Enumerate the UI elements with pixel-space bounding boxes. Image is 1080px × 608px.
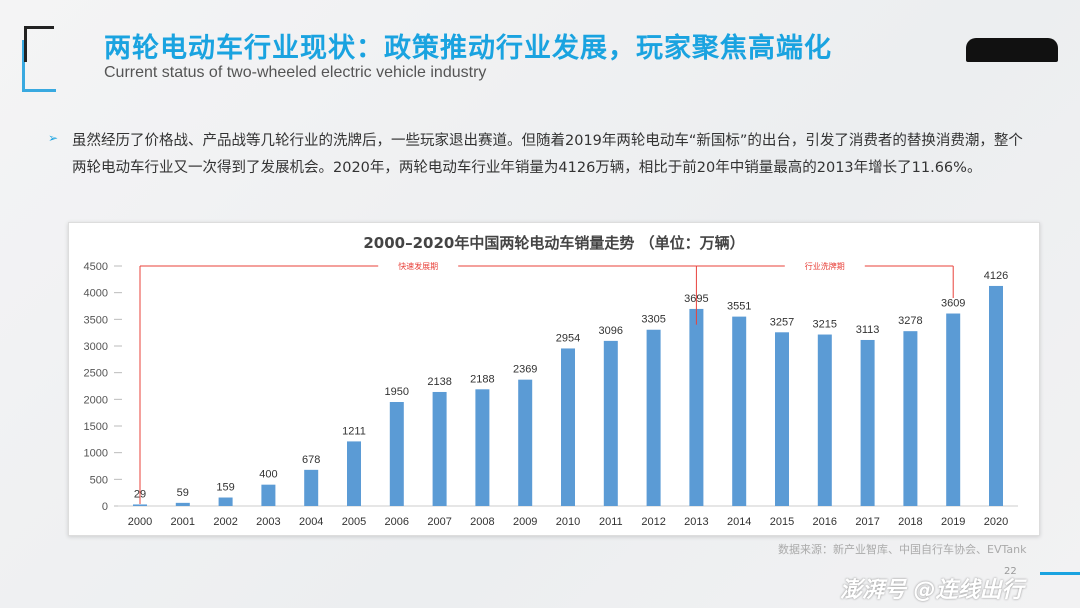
annotation-label: 行业洗牌期: [805, 261, 845, 271]
x-tick-label: 2018: [898, 516, 922, 528]
data-label: 3113: [856, 324, 880, 336]
x-tick-label: 2008: [470, 516, 494, 528]
bar-2006: [389, 402, 404, 506]
body-paragraph: 虽然经历了价格战、产品战等几轮行业的洗牌后，一些玩家退出赛道。但随着2019年两…: [72, 133, 1023, 176]
data-label: 1950: [385, 386, 409, 398]
watermark-footer: 澎湃号 @连线出行: [840, 578, 1024, 603]
data-label: 3278: [898, 315, 922, 327]
y-tick-label: 1500: [84, 421, 108, 433]
bar-2008: [475, 389, 490, 506]
y-tick-label: 2500: [84, 368, 108, 380]
data-label: 2138: [427, 376, 451, 388]
data-label: 3305: [641, 314, 665, 326]
bar-2015: [775, 332, 789, 506]
data-label: 2954: [556, 332, 580, 344]
x-tick-label: 2001: [171, 516, 195, 528]
x-tick-label: 2002: [213, 516, 237, 528]
bar-2002: [218, 497, 233, 506]
data-label: 3215: [813, 319, 837, 331]
data-label: 2188: [470, 373, 494, 385]
data-label: 3609: [941, 298, 965, 310]
bar-2016: [817, 334, 832, 506]
x-tick-label: 2007: [427, 516, 451, 528]
x-tick-label: 2017: [855, 516, 879, 528]
y-tick-label: 4000: [84, 288, 108, 300]
page-title: 两轮电动车行业现状：政策推动行业发展，玩家聚焦高端化: [104, 33, 832, 64]
x-tick-label: 2019: [941, 516, 965, 528]
bar-2005: [347, 441, 361, 506]
x-tick-label: 2009: [513, 516, 537, 528]
bar-chart: 2000–2020年中国两轮电动车销量走势 （单位：万辆） 0 500 1000 150…: [84, 234, 1018, 528]
x-tick-label: 2015: [770, 516, 794, 528]
bar-2014: [732, 316, 747, 506]
bar-2012: [646, 329, 661, 506]
data-label: 678: [302, 454, 320, 466]
page-number: 22: [1004, 566, 1017, 577]
y-tick-label: 0: [102, 501, 108, 513]
x-tick-label: 2013: [684, 516, 708, 528]
data-label: 1211: [342, 425, 366, 437]
bar-2017: [860, 339, 875, 506]
bar-2018: [903, 331, 918, 506]
x-tick-label: 2010: [556, 516, 580, 528]
bullet-arrow-icon: ➢: [48, 131, 59, 145]
bar-2020: [989, 285, 1003, 506]
bar-2010: [561, 348, 575, 506]
y-tick-label: 500: [90, 474, 108, 486]
data-source: 数据来源：新产业智库、中国自行车协会、EVTank: [778, 543, 1027, 556]
chart-title: 2000–2020年中国两轮电动车销量走势 （单位：万辆）: [363, 234, 744, 252]
x-tick-label: 2006: [385, 516, 409, 528]
annotation-label: 快速发展期: [398, 261, 438, 271]
x-tick-label: 2020: [984, 516, 1008, 528]
data-label: 400: [259, 469, 277, 481]
bar-2013: [689, 308, 704, 506]
bar-2009: [518, 379, 533, 506]
data-label: 3551: [727, 301, 751, 313]
y-tick-label: 2000: [84, 394, 108, 406]
bar-2011: [603, 340, 618, 506]
x-tick-label: 2003: [256, 516, 280, 528]
page-accent-line: [1040, 572, 1080, 575]
chart-panel: [68, 222, 1040, 536]
x-tick-label: 2000: [128, 516, 152, 528]
bar-2007: [432, 391, 447, 506]
x-tick-label: 2016: [813, 516, 837, 528]
x-tick-label: 2014: [727, 516, 751, 528]
data-label: 4126: [984, 270, 1008, 282]
x-tick-label: 2011: [599, 516, 623, 528]
bar-2019: [946, 313, 961, 506]
data-label: 159: [216, 482, 234, 494]
bar-2000: [133, 504, 147, 506]
bar-2001: [175, 502, 190, 506]
data-label: 3257: [770, 316, 794, 328]
y-tick-label: 3500: [84, 314, 108, 326]
y-tick-label: 4500: [84, 261, 108, 273]
data-label: 3096: [599, 325, 623, 337]
x-tick-label: 2012: [641, 516, 665, 528]
x-tick-label: 2005: [342, 516, 366, 528]
page-subtitle: Current status of two-wheeled electric v…: [104, 64, 487, 81]
data-label: 2369: [513, 364, 537, 376]
bar-2004: [304, 469, 319, 506]
y-tick-label: 3000: [84, 341, 108, 353]
x-tick-label: 2004: [299, 516, 323, 528]
brand-logo: [966, 38, 1058, 62]
title-frame-blue: [22, 40, 56, 92]
y-tick-label: 1000: [84, 448, 108, 460]
data-label: 59: [177, 487, 189, 499]
title-frame-black: [24, 26, 54, 62]
bar-2003: [261, 484, 276, 506]
